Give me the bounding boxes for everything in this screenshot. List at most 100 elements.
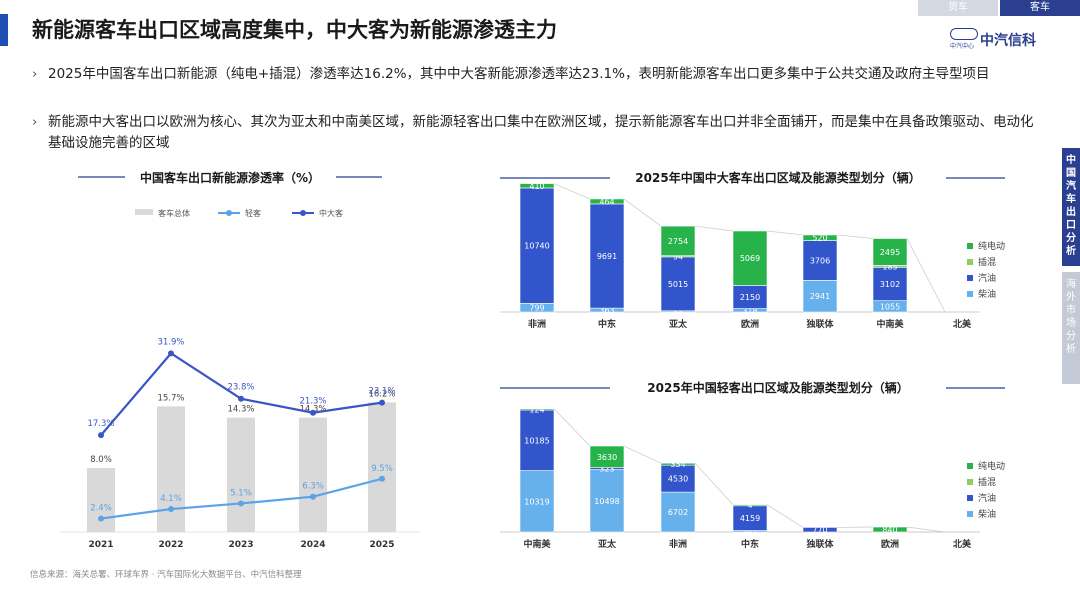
bar-segment-label: 318 bbox=[742, 306, 757, 315]
bar-segment-纯电动 bbox=[519, 183, 555, 189]
legend-swatch bbox=[967, 243, 973, 249]
connector-line bbox=[906, 526, 946, 533]
x-tick-label: 中南美 bbox=[523, 538, 551, 550]
side-tab-overseas-market[interactable]: 海外市场分析 bbox=[1062, 272, 1080, 384]
bar-segment-汽油 bbox=[802, 240, 838, 281]
tab-truck[interactable]: 货车 bbox=[918, 0, 998, 16]
bar-segment-汽油 bbox=[589, 203, 625, 309]
bar-segment-label: 363 bbox=[599, 306, 614, 315]
x-tick-label: 欧洲 bbox=[741, 318, 759, 330]
legend-label: 轻客 bbox=[245, 208, 261, 218]
title-accent-bar bbox=[0, 14, 8, 46]
legend-swatch bbox=[967, 275, 973, 281]
chevron-right-icon: › bbox=[32, 114, 38, 130]
total-bar bbox=[299, 417, 327, 532]
connector-line bbox=[623, 445, 662, 464]
x-tick-label: 欧洲 bbox=[881, 538, 899, 550]
bar-segment-汽油 bbox=[732, 505, 768, 531]
x-tick-label: 中南美 bbox=[876, 318, 904, 330]
bar-segment-label: 124 bbox=[529, 405, 544, 414]
bullet-point: › 2025年中国客车出口新能源（纯电+插混）渗透率达16.2%，其中中大客新能… bbox=[32, 64, 1042, 85]
heavy-bus-label: 31.9% bbox=[157, 337, 184, 347]
bar-segment-label: 2941 bbox=[810, 292, 830, 301]
light-bus-label: 9.5% bbox=[371, 464, 393, 474]
connector-line bbox=[766, 230, 804, 236]
total-bar-label: 14.3% bbox=[299, 405, 326, 415]
bar-segment-label: 10498 bbox=[594, 497, 619, 506]
x-tick-label: 独联体 bbox=[805, 318, 834, 330]
light-bus-label: 6.3% bbox=[302, 482, 324, 492]
logo-text: 中汽信科 bbox=[980, 33, 1036, 49]
bar-segment-汽油 bbox=[872, 267, 908, 301]
heavy-bus-point bbox=[168, 350, 174, 357]
bar-segment-柴油 bbox=[519, 470, 555, 533]
bar-segment-柴油 bbox=[802, 280, 838, 313]
legend-label: 柴油 bbox=[978, 508, 996, 520]
total-bar bbox=[227, 417, 255, 532]
light-bus-point bbox=[310, 493, 316, 500]
bar-segment-label: 9691 bbox=[597, 252, 617, 261]
connector-line bbox=[836, 234, 874, 239]
total-bar bbox=[87, 468, 115, 532]
tab-bus[interactable]: 客车 bbox=[1000, 0, 1080, 16]
chart-title: 2025年中国轻客出口区域及能源类型划分（辆） bbox=[647, 380, 908, 395]
legend-swatch bbox=[967, 259, 973, 265]
heavy-bus-region-chart: 2025年中国中大客车出口区域及能源类型划分（辆） 799 10740 410 非洲 36… bbox=[500, 170, 1005, 330]
heavy-bus-label: 21.3% bbox=[299, 397, 326, 407]
bar-segment-纯电动 bbox=[732, 504, 768, 507]
light-bus-point bbox=[168, 506, 174, 513]
bar-segment-label: 323 bbox=[599, 465, 614, 474]
x-tick-label: 2023 bbox=[228, 540, 253, 550]
penetration-chart: 中国客车出口新能源渗透率（%） 客车总体 轻客 中大客 8.0% 15.7% 14.3% 14… bbox=[60, 170, 420, 550]
legend-swatch bbox=[967, 291, 973, 297]
bar-segment-纯电动 bbox=[589, 198, 625, 205]
bar-segment-纯电动 bbox=[660, 462, 696, 466]
x-tick-label: 中东 bbox=[741, 538, 759, 550]
connector-line bbox=[906, 238, 946, 313]
x-tick-label: 亚太 bbox=[598, 538, 617, 550]
light-bus-label: 2.4% bbox=[90, 504, 112, 514]
heavy-bus-point bbox=[238, 395, 244, 402]
total-bar bbox=[157, 406, 185, 532]
total-bar-label: 8.0% bbox=[90, 455, 112, 465]
bar-segment-汽油 bbox=[519, 187, 555, 304]
legend-label: 插混 bbox=[978, 256, 996, 268]
source-note: 信息来源：海关总署、环球车界 · 汽车国际化大数据平台、中汽信科整理 bbox=[30, 570, 302, 580]
bar-segment-汽油 bbox=[519, 409, 555, 471]
side-tab-china-export[interactable]: 中国汽车出口分析 bbox=[1062, 148, 1080, 266]
x-tick-label: 北美 bbox=[953, 538, 972, 550]
bullet-point: › 新能源中大客出口以欧洲为核心、其次为亚太和中南美区域，新能源轻客出口集中在欧… bbox=[32, 112, 1042, 154]
bar-segment-label: 334 bbox=[670, 460, 685, 469]
bar-segment-纯电动 bbox=[802, 234, 838, 241]
x-tick-label: 亚太 bbox=[669, 318, 688, 330]
bar-segment-label: 4159 bbox=[740, 514, 760, 523]
heavy-bus-label: 17.3% bbox=[87, 419, 114, 429]
company-logo: 中汽中心 中汽信科 bbox=[950, 28, 1050, 52]
x-tick-label: 非洲 bbox=[669, 538, 687, 550]
bar-segment-纯电动 bbox=[872, 526, 908, 533]
legend-label: 柴油 bbox=[978, 288, 996, 300]
legend-marker bbox=[226, 210, 232, 216]
bar-segment-label: 185 bbox=[882, 262, 897, 271]
legend-swatch bbox=[967, 479, 973, 485]
page-title: 新能源客车出口区域高度集中，中大客为新能源渗透主力 bbox=[32, 18, 557, 42]
connector-line bbox=[694, 225, 734, 232]
x-tick-label: 北美 bbox=[953, 318, 972, 330]
heavy-bus-point bbox=[379, 399, 385, 406]
bar-segment-纯电动 bbox=[660, 225, 696, 256]
legend-label: 客车总体 bbox=[158, 208, 190, 218]
x-tick-label: 2024 bbox=[300, 540, 325, 550]
bar-segment-label: 3102 bbox=[880, 280, 900, 289]
connector-line bbox=[623, 198, 662, 227]
legend-swatch bbox=[967, 495, 973, 501]
bar-segment-label: 5069 bbox=[740, 254, 760, 263]
bar-segment-纯电动 bbox=[872, 238, 908, 266]
bar-segment-label: 2754 bbox=[668, 237, 688, 246]
bar-segment-label: 3706 bbox=[810, 256, 830, 265]
bar-segment-label: 247 bbox=[742, 527, 757, 536]
light-bus-label: 5.1% bbox=[230, 488, 252, 498]
bar-segment-label: 4530 bbox=[668, 475, 688, 484]
bar-segment-label: 520 bbox=[812, 234, 827, 243]
bar-segment-纯电动 bbox=[732, 230, 768, 286]
bar-segment-label: 35 bbox=[673, 307, 683, 316]
